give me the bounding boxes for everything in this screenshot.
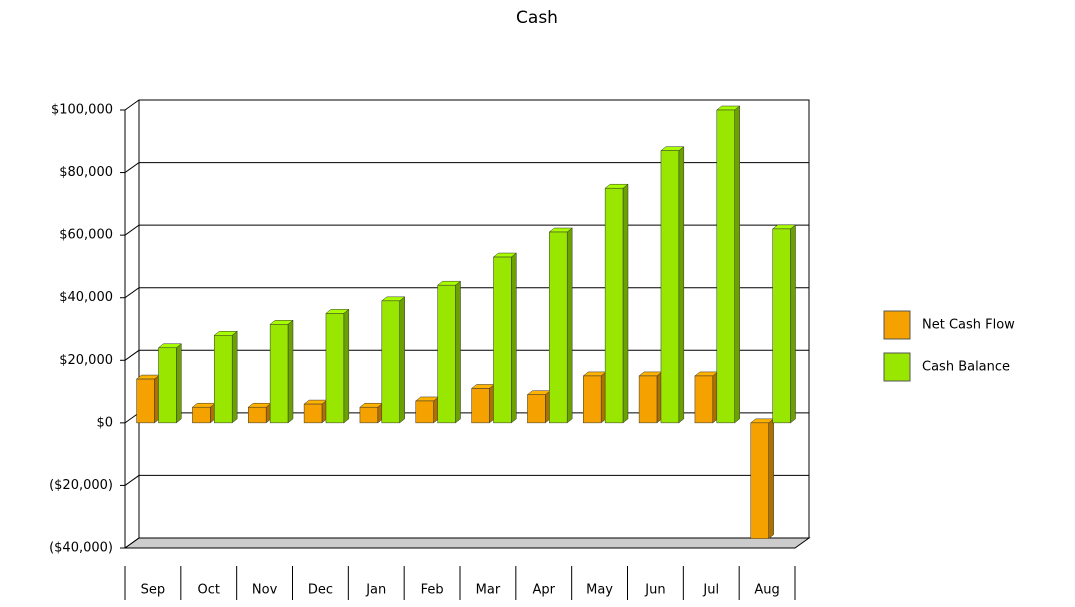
legend-label: Cash Balance	[922, 360, 1010, 375]
x-tick-label: Aug	[754, 583, 779, 598]
bar-group	[582, 371, 607, 424]
x-tick-label: Jul	[702, 583, 719, 598]
bar-side	[566, 227, 573, 424]
grid-line	[124, 224, 809, 236]
y-tick-label: $0	[96, 415, 113, 430]
bar-group	[303, 399, 328, 424]
bar-group	[771, 224, 797, 424]
bar	[303, 403, 323, 424]
bar-group	[604, 183, 629, 424]
bar-group	[247, 402, 272, 424]
bar-side	[231, 330, 238, 424]
bar	[158, 347, 177, 424]
bar	[660, 150, 680, 424]
bar-group	[213, 330, 238, 424]
bar-group	[157, 343, 183, 424]
bar-group	[548, 227, 573, 424]
bar	[750, 422, 769, 539]
plot-floor	[123, 537, 811, 549]
bar-side	[287, 319, 294, 424]
bar-group	[660, 146, 685, 424]
bar-group	[526, 390, 552, 424]
bar	[527, 394, 546, 424]
legend-label: Net Cash Flow	[922, 318, 1015, 333]
plot-wall	[138, 99, 810, 539]
bar	[192, 406, 211, 424]
bar-group	[492, 252, 518, 424]
bar	[549, 231, 568, 424]
x-tick-label: Nov	[252, 583, 278, 598]
bar-group	[436, 280, 462, 424]
bar-group	[381, 296, 406, 424]
bar-side	[622, 183, 629, 424]
bar	[638, 375, 658, 424]
y-tick-label: $60,000	[59, 228, 113, 243]
bar-group	[750, 418, 775, 540]
y-tick-label: $100,000	[51, 103, 113, 118]
bar-side	[176, 343, 182, 424]
bar-side	[343, 308, 350, 424]
bar-side	[734, 105, 740, 424]
legend-swatch	[883, 352, 911, 382]
bar	[583, 375, 602, 424]
bar	[359, 406, 379, 424]
bar	[716, 109, 735, 424]
y-tick-label: ($20,000)	[49, 478, 113, 493]
grid-line	[124, 349, 809, 361]
bar	[214, 335, 233, 424]
bar-side	[511, 252, 517, 424]
x-tick-label: May	[586, 583, 613, 598]
y-tick-label: $40,000	[59, 290, 113, 305]
bar	[493, 256, 512, 424]
y-tick-label: $20,000	[59, 353, 113, 368]
bar	[604, 187, 624, 424]
bar	[437, 284, 456, 424]
bar-group	[325, 308, 350, 424]
y-tick-label: $80,000	[59, 165, 113, 180]
grid-line	[124, 287, 809, 299]
bar-side	[768, 418, 774, 540]
bar-side	[790, 224, 796, 424]
x-tick-label: Dec	[308, 583, 333, 598]
bar	[136, 378, 155, 424]
bar-group	[269, 319, 294, 424]
bar-group	[638, 371, 663, 424]
x-tick-label: Oct	[198, 583, 220, 598]
x-tick-label: Jan	[365, 583, 386, 598]
x-tick-label: Jun	[644, 583, 665, 598]
bar	[325, 313, 345, 424]
y-tick-label: ($40,000)	[49, 541, 113, 556]
grid-line	[124, 162, 809, 173]
bar	[269, 324, 289, 424]
grid-line	[124, 99, 809, 111]
x-tick-label: Sep	[141, 583, 166, 598]
x-tick-label: Mar	[476, 583, 501, 598]
bar-group	[470, 383, 496, 424]
bar-side	[399, 296, 405, 424]
grid-line	[124, 474, 809, 486]
chart-title: Cash	[516, 8, 558, 28]
bar-group	[716, 105, 741, 424]
bar	[471, 388, 490, 424]
bar	[772, 228, 791, 424]
x-tick-label: Feb	[421, 583, 444, 598]
bar-side	[455, 280, 461, 424]
bar	[248, 406, 267, 424]
bar-group	[359, 402, 384, 424]
bar-group	[191, 402, 217, 424]
x-tick-label: Apr	[533, 583, 556, 598]
bar-group	[415, 396, 440, 424]
bar-group	[135, 374, 161, 424]
bar	[694, 375, 714, 424]
legend-swatch	[883, 310, 911, 340]
bar-side	[678, 146, 685, 424]
bar	[415, 400, 434, 424]
bar-group	[694, 371, 719, 424]
bar	[381, 300, 400, 424]
grid-line	[124, 537, 809, 549]
